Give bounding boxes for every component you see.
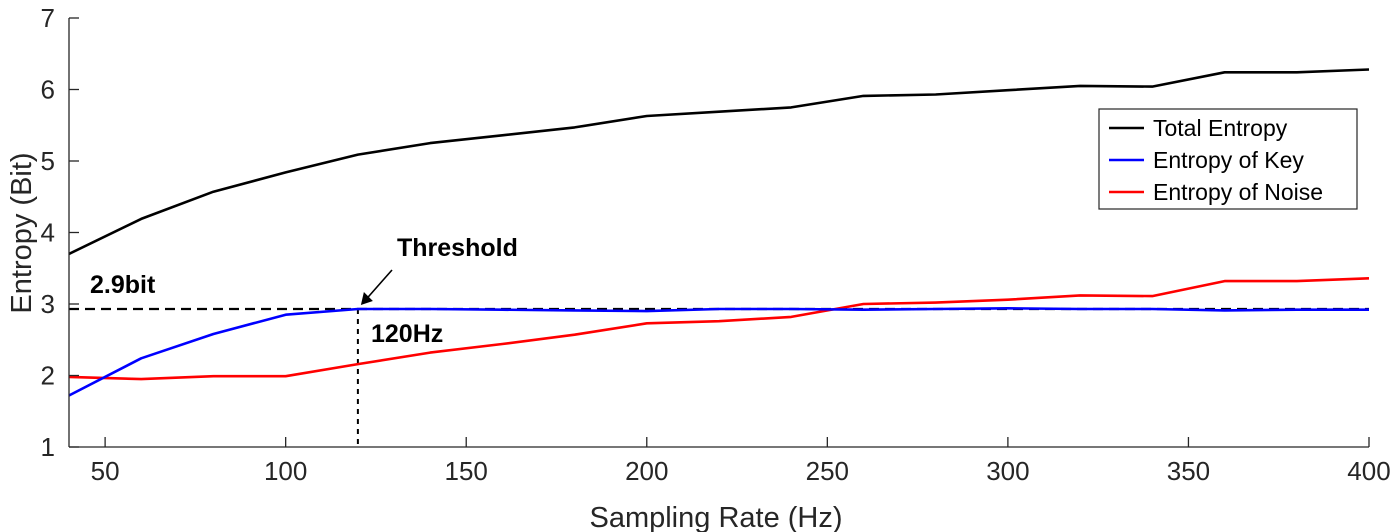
x-axis-title: Sampling Rate (Hz) [589,502,842,532]
x-tick-label: 100 [264,456,307,486]
legend: Total Entropy Entropy of Key Entropy of No… [1098,108,1358,210]
legend-label-entropy-of-key: Entropy of Key [1153,147,1304,173]
annotation-layer: Threshold 2.9bit 120Hz [90,234,518,348]
x-tick-label: 200 [625,456,668,486]
series-line-total-entropy [68,68,1370,256]
y-tick-label: 1 [41,432,55,462]
threshold-arrow-head [360,292,373,306]
y-tick-label: 4 [41,218,55,248]
y-tick-label: 7 [41,3,55,33]
y-tick-label: 2 [41,361,55,391]
x-tick-label: 250 [806,456,849,486]
x-tick-label: 50 [91,456,120,486]
x-tick-label: 150 [445,456,488,486]
y-tick-label: 3 [41,289,55,319]
legend-label-total-entropy: Total Entropy [1153,115,1288,141]
series-layer [68,68,1370,447]
series-line-entropy-of-noise [68,277,1370,381]
series-line-entropy-of-key [68,306,1369,397]
x-value-annotation: 120Hz [371,320,443,348]
x-tick-label: 350 [1167,456,1210,486]
y-tick-label: 6 [41,75,55,105]
y-tick-label: 5 [41,146,55,176]
x-tick-label: 300 [986,456,1029,486]
x-tick-label: 400 [1347,456,1390,486]
axes-layer: 50 100 150 200 250 300 350 400 1 2 3 4 5 6 7 [41,3,1391,486]
threshold-annotation: Threshold [397,234,518,262]
y-value-annotation: 2.9bit [90,271,156,299]
legend-label-entropy-of-noise: Entropy of Noise [1153,179,1323,205]
y-axis-title: Entropy (Bit) [6,152,38,313]
